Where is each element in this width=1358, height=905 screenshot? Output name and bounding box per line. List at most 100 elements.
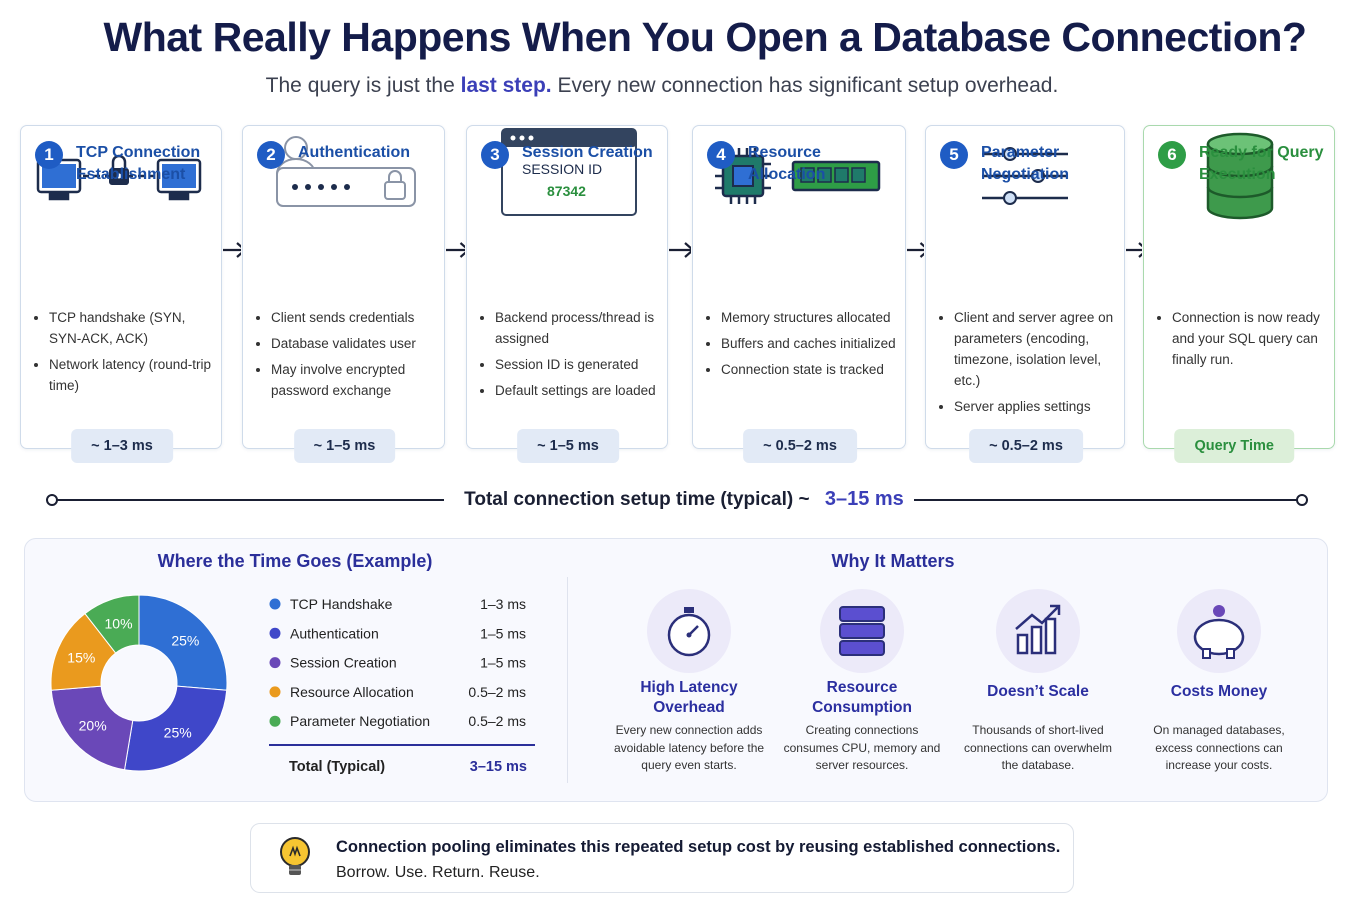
icon-shape xyxy=(686,632,692,638)
bullet: Backend process/thread is assigned xyxy=(495,307,661,349)
total-label: Total (Typical) xyxy=(289,759,385,775)
icon-shape xyxy=(839,606,885,622)
icon-shape xyxy=(800,167,866,183)
icon-shape xyxy=(344,184,350,190)
why-item-title: Costs Money xyxy=(1170,683,1268,700)
step-card: 5 Parameter Negotiation Client and server … xyxy=(925,125,1125,463)
subtitle-highlight: last step. xyxy=(460,74,552,97)
step-card: 1 TCP Connection Establishment TCP handsha… xyxy=(20,125,222,463)
legend-label: TCP Handshake xyxy=(290,596,393,612)
step-number: 6 xyxy=(1158,141,1186,169)
icon-shape xyxy=(48,192,70,201)
step-icon xyxy=(1206,132,1274,220)
bullet: Buffers and caches initialized xyxy=(721,333,899,354)
legend-swatch xyxy=(269,715,281,727)
icon-shape xyxy=(839,606,885,656)
step-title: Session Creation xyxy=(522,144,653,161)
step-number: 2 xyxy=(257,141,285,169)
step-time: ~ 0.5–2 ms xyxy=(743,429,857,463)
icon-shape xyxy=(1003,191,1017,205)
icon-shape xyxy=(1202,648,1211,659)
footer-headline: Connection pooling eliminates this repea… xyxy=(336,838,1061,856)
step-bullets: Client and server agree on parameters (e… xyxy=(940,307,1118,422)
legend-time: 0.5–2 ms xyxy=(468,684,526,700)
legend-swatch xyxy=(269,598,281,610)
icon-shape xyxy=(1193,605,1245,659)
bullet: Session ID is generated xyxy=(495,354,661,375)
icon-shape xyxy=(732,165,754,187)
step-title: Parameter Negotiation xyxy=(981,144,1069,183)
pie-slice xyxy=(123,685,228,772)
step-card: 6 Ready for Query Execution Connection is … xyxy=(1143,125,1335,463)
icon-shape xyxy=(1296,494,1308,506)
slice-label: 25% xyxy=(164,725,192,741)
total-time: 3–15 ms xyxy=(470,759,527,775)
icon-shape xyxy=(318,184,324,190)
icon-shape xyxy=(1003,147,1045,205)
icon-shape xyxy=(502,129,636,147)
icon-shape xyxy=(684,242,691,258)
step-time: ~ 1–5 ms xyxy=(293,429,396,463)
step-time: ~ 0.5–2 ms xyxy=(969,429,1083,463)
icon-shape xyxy=(1050,604,1061,615)
slice-label: 20% xyxy=(79,718,107,734)
icon-shape xyxy=(1206,186,1274,199)
step-number: 5 xyxy=(940,141,968,169)
icon-shape xyxy=(800,167,815,183)
icon-shape xyxy=(289,845,301,857)
why-item-text: On managed databases, excess connections… xyxy=(1153,723,1285,772)
icon-shape xyxy=(1193,618,1245,656)
arrow xyxy=(446,242,465,258)
legend-time: 1–5 ms xyxy=(480,655,526,671)
legend-label: Parameter Negotiation xyxy=(290,713,430,729)
step-card: 2 Authentication Client sends credentials D… xyxy=(242,125,445,463)
title: What Really Happens When You Open a Data… xyxy=(103,14,1307,60)
subtitle-text: The query is just the xyxy=(265,74,455,97)
arrow xyxy=(907,242,924,258)
chart-title: Where the Time Goes (Example) xyxy=(157,551,433,571)
step-time: ~ 1–5 ms xyxy=(517,429,619,463)
icon-shape xyxy=(510,135,534,141)
legend-swatch xyxy=(269,627,281,639)
step-card: 4 Resource Allocation Memory structures al… xyxy=(692,125,906,463)
icon-shape xyxy=(982,152,1068,200)
icon-shape xyxy=(1206,132,1274,220)
bullet: Network latency (round-trip time) xyxy=(49,354,215,396)
legend-label: Authentication xyxy=(290,625,379,641)
icon-shape xyxy=(236,242,241,258)
icon-shape xyxy=(1016,617,1057,655)
icon-shape xyxy=(111,154,127,168)
icon-shape xyxy=(168,192,190,201)
icon-shape xyxy=(388,170,402,182)
icon-shape xyxy=(459,242,465,258)
icon-shape xyxy=(839,606,885,656)
why-item-title: Doesn’t Scale xyxy=(987,683,1089,700)
bulb-icon xyxy=(280,837,310,875)
step-number: 3 xyxy=(481,141,509,169)
icon-shape xyxy=(839,623,885,639)
icon-shape xyxy=(1016,633,1029,655)
slice-label: 10% xyxy=(105,615,133,631)
bullet: Default settings are loaded xyxy=(495,380,661,401)
icon-shape: Total connection setup time (typical) ~ … xyxy=(444,488,914,510)
summary-panel: Where the Time Goes (Example) Why It Mat… xyxy=(24,538,1328,802)
icon-value: 87342 xyxy=(547,183,586,199)
why-item-text: Every new connection adds avoidable late… xyxy=(613,723,765,772)
bullet: Connection is now ready and your SQL que… xyxy=(1172,307,1328,370)
arrow xyxy=(669,242,691,258)
why-icon xyxy=(820,589,904,673)
why-icon xyxy=(996,589,1080,673)
why-item-text: Creating connections consumes CPU, memor… xyxy=(783,723,941,772)
icon-shape xyxy=(116,173,122,179)
icon-shape xyxy=(510,135,516,141)
bullet: Connection state is tracked xyxy=(721,359,899,380)
legend-time: 1–3 ms xyxy=(480,596,526,612)
divider xyxy=(567,577,568,783)
total-label: Total connection setup time (typical) ~ xyxy=(454,489,820,510)
icon-shape xyxy=(162,164,196,188)
icon-shape xyxy=(292,184,350,190)
icon-shape xyxy=(851,167,866,183)
